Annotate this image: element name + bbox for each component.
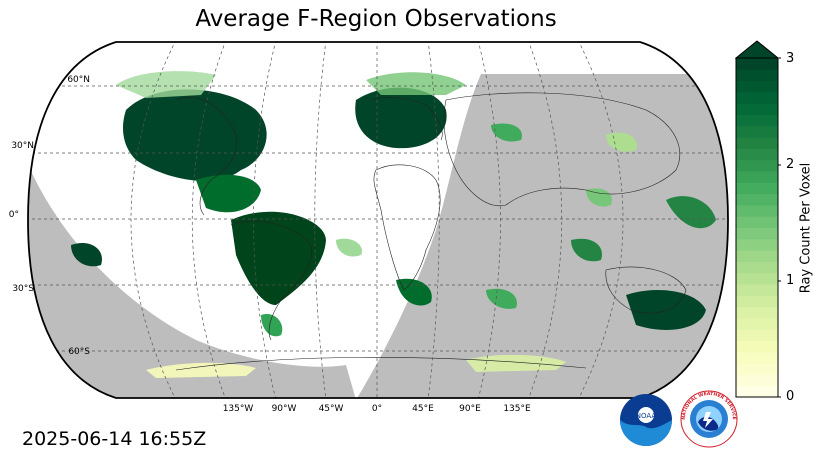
colorbar-bands (736, 58, 778, 398)
colorbar-label: Ray Count Per Voxel (798, 162, 814, 294)
colorbar-band (736, 159, 778, 172)
colorbar-band (736, 204, 778, 217)
lon-label-90e: 90°E (459, 404, 481, 414)
colorbar-band (736, 306, 778, 319)
colorbar-band (736, 148, 778, 161)
colorbar-band (736, 284, 778, 296)
lon-label-0: 0° (371, 404, 383, 414)
colorbar-band (736, 261, 778, 274)
lon-label-135e: 135°E (503, 404, 531, 414)
noaa-logo-text: NOAA (636, 412, 657, 420)
noaa-logo: NOAA (620, 394, 672, 446)
lat-label-60n: 60°N (67, 75, 90, 85)
colorbar-band (736, 374, 778, 387)
map-title: Average F-Region Observations (195, 6, 557, 32)
world-map (27, 41, 729, 399)
colorbar-band (736, 227, 778, 240)
colorbar-band (736, 363, 778, 375)
colorbar-band (736, 171, 778, 183)
colorbar-tick-1: 1 (786, 273, 795, 288)
colorbar-band (736, 103, 778, 115)
colorbar-band (736, 250, 778, 262)
lat-label-30s: 30°S (12, 284, 34, 294)
timestamp: 2025-06-14 16:55Z (22, 428, 207, 450)
colorbar-tick-0: 0 (786, 389, 795, 404)
colorbar-extend-arrow (735, 40, 780, 59)
colorbar-band (736, 329, 778, 341)
lat-label-30n: 30°N (11, 141, 34, 151)
colorbar-band (736, 137, 778, 149)
colorbar-band (736, 91, 778, 104)
graticule (28, 42, 728, 398)
observation-patches (71, 71, 716, 378)
nws-logo: NATIONAL WEATHER SERVICE (680, 390, 738, 448)
colorbar-frame (735, 57, 779, 398)
colorbar-band (736, 295, 778, 308)
night-shade-west (28, 160, 356, 398)
colorbar-band (736, 114, 778, 127)
colorbar-band (736, 125, 778, 138)
lon-label-135w: 135°W (222, 404, 254, 414)
colorbar-band (736, 182, 778, 195)
colorbar-tick-2: 2 (786, 157, 795, 172)
colorbar-tick-3: 3 (786, 51, 795, 66)
lat-label-60s: 60°S (68, 347, 90, 357)
colorbar (735, 40, 781, 398)
lon-label-45w: 45°W (318, 404, 344, 414)
colorbar-band (736, 216, 778, 228)
coastlines (175, 92, 687, 371)
colorbar-band (736, 58, 778, 70)
lon-label-45e: 45°E (412, 404, 434, 414)
colorbar-band (736, 272, 778, 285)
colorbar-band (736, 340, 778, 353)
colorbar-band (736, 193, 778, 206)
lon-label-90w: 90°W (271, 404, 297, 414)
colorbar-band (736, 317, 778, 330)
lat-label-0: 0° (8, 210, 19, 220)
colorbar-band (736, 385, 778, 398)
colorbar-band (736, 351, 778, 364)
colorbar-band (736, 80, 778, 93)
colorbar-band (736, 69, 778, 82)
colorbar-band (736, 238, 778, 251)
